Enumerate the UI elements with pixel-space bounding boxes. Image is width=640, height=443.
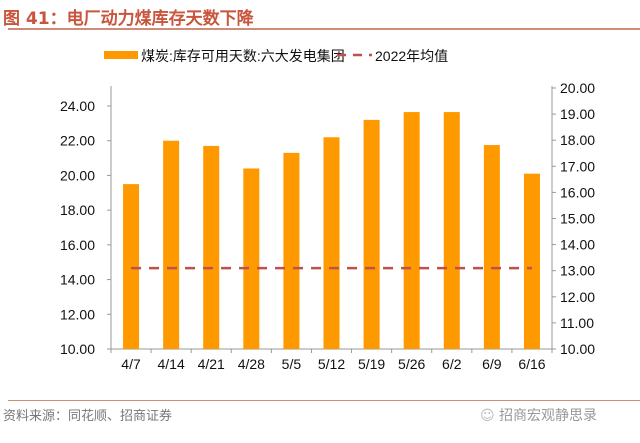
legend-label-line: 2022年均值 <box>375 48 448 64</box>
bar-4/28 <box>243 168 260 349</box>
bar-5/19 <box>363 119 380 349</box>
right-tick-label: 14.00 <box>560 237 595 253</box>
bar-4/7 <box>123 184 140 349</box>
left-tick-label: 14.00 <box>60 272 95 288</box>
left-tick-label: 22.00 <box>60 133 95 149</box>
x-tick-label: 5/19 <box>358 356 385 372</box>
right-tick-label: 17.00 <box>560 158 595 174</box>
left-tick-label: 24.00 <box>60 98 95 114</box>
x-tick-label: 5/12 <box>318 356 345 372</box>
x-tick-label: 5/26 <box>398 356 425 372</box>
right-tick-label: 18.00 <box>560 132 595 148</box>
bar-5/12 <box>323 137 340 349</box>
right-tick-label: 11.00 <box>560 315 594 331</box>
x-tick-label: 4/7 <box>121 356 141 372</box>
x-tick-label: 4/28 <box>238 356 265 372</box>
title-divider <box>8 28 640 30</box>
bar-5/26 <box>403 112 420 349</box>
right-tick-label: 10.00 <box>560 341 595 357</box>
right-tick-label: 16.00 <box>560 184 595 200</box>
right-tick-label: 12.00 <box>560 289 595 305</box>
left-tick-label: 16.00 <box>60 237 95 253</box>
left-tick-label: 20.00 <box>60 167 95 183</box>
chart: 10.00 12.00 14.00 16.00 18.00 20.00 22.00 24.00… <box>60 48 595 372</box>
bar-4/14 <box>163 140 180 349</box>
source-note: 资料来源：同花顺、招商证券 <box>3 409 173 424</box>
figure-title: 图 41：电厂动力煤库存天数下降 <box>3 9 254 29</box>
left-tick-label: 18.00 <box>60 202 95 218</box>
x-tick-label: 6/16 <box>518 356 545 372</box>
watermark: ☺ 招商宏观静思录 <box>480 405 597 425</box>
right-tick-label: 13.00 <box>560 263 595 279</box>
bar-4/21 <box>203 145 220 349</box>
footer-divider <box>8 400 640 401</box>
x-tick-label: 5/5 <box>282 356 302 372</box>
right-tick-label: 15.00 <box>560 211 595 227</box>
wechat-icon: ☺ <box>480 408 495 424</box>
bar-6/9 <box>483 145 500 349</box>
watermark-text: 招商宏观静思录 <box>499 408 598 424</box>
x-tick-label: 4/21 <box>198 356 225 372</box>
x-tick-label: 6/9 <box>482 356 502 372</box>
right-tick-label: 19.00 <box>560 106 595 122</box>
right-tick-label: 20.00 <box>560 80 595 96</box>
bar-5/5 <box>283 152 300 349</box>
legend-swatch-bars <box>104 51 138 59</box>
x-tick-label: 6/2 <box>442 356 462 372</box>
x-tick-label: 4/14 <box>158 356 185 372</box>
legend-label-bars: 煤炭:库存可用天数:六大发电集团 <box>141 48 345 64</box>
bar-6/2 <box>443 112 460 349</box>
left-tick-label: 10.00 <box>60 341 95 357</box>
left-tick-label: 12.00 <box>60 306 95 322</box>
bar-6/16 <box>523 173 540 349</box>
